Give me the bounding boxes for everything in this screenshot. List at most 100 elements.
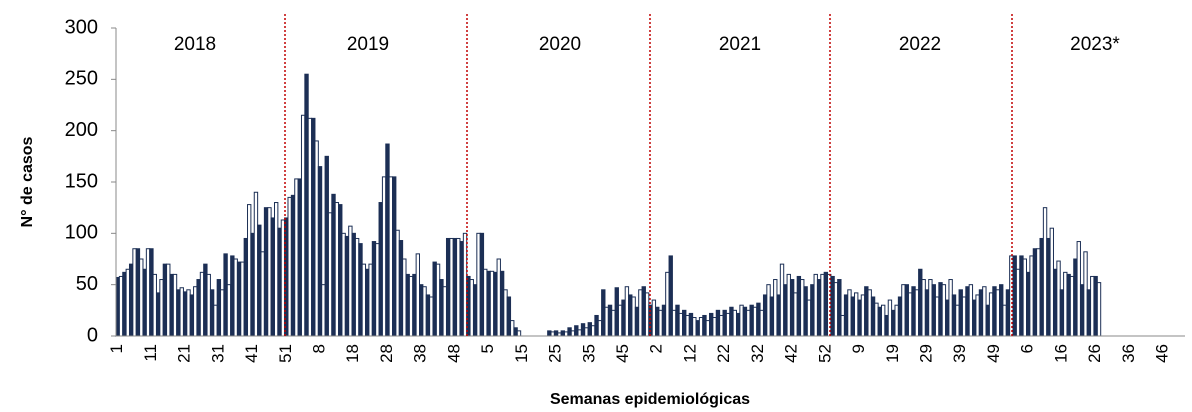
bar [280, 219, 286, 337]
bar [1005, 289, 1011, 337]
year-label: 2019 [347, 34, 389, 55]
bar [644, 292, 650, 337]
bar [472, 284, 478, 337]
bar [752, 306, 758, 337]
bar [304, 73, 309, 337]
bar [223, 253, 228, 337]
bar [1069, 275, 1075, 337]
bar [125, 268, 130, 337]
x-tick-label: 29 [917, 344, 936, 363]
bar [982, 286, 987, 337]
bar [685, 314, 690, 337]
y-axis-title: N° de casos [19, 136, 36, 227]
bar [709, 312, 714, 337]
bar [553, 330, 559, 337]
bar [773, 279, 778, 337]
bar [405, 273, 410, 337]
bar [668, 255, 673, 337]
bar [152, 273, 157, 337]
x-tick-label: 28 [377, 344, 396, 363]
x-tick-label: 46 [1153, 344, 1172, 363]
bar [159, 279, 164, 337]
bar [236, 261, 242, 337]
bar [911, 286, 916, 337]
bar [661, 304, 667, 337]
bar [843, 294, 849, 337]
x-tick-label: 38 [411, 344, 430, 363]
bar [118, 275, 124, 337]
bar [928, 279, 933, 337]
x-tick-label: 15 [512, 344, 531, 363]
bar [854, 292, 859, 337]
bar [368, 263, 373, 337]
bar [607, 304, 613, 337]
y-tick-label: 300 [65, 16, 98, 38]
bar [837, 279, 842, 337]
bar [273, 202, 279, 337]
bar [267, 207, 272, 337]
bar [924, 289, 930, 337]
bar [955, 304, 960, 337]
bar [250, 232, 255, 337]
bar [243, 237, 249, 337]
bar [361, 263, 367, 337]
bar [1046, 237, 1051, 337]
bar [823, 271, 829, 337]
bar [213, 304, 218, 337]
bar [766, 284, 771, 337]
bar [931, 284, 936, 337]
bar [166, 263, 171, 337]
bar [439, 279, 444, 337]
bar [692, 317, 697, 337]
y-tick-label: 250 [65, 68, 98, 90]
bar [462, 232, 468, 337]
bar [132, 248, 137, 337]
bar [577, 329, 582, 337]
bar [634, 306, 640, 337]
bar [483, 268, 488, 337]
bar [877, 306, 882, 337]
bar [503, 289, 508, 337]
x-tick-label: 32 [748, 344, 767, 363]
bar [580, 323, 586, 337]
bar [830, 275, 835, 337]
bar [897, 296, 903, 337]
bar [816, 279, 822, 337]
bar [1059, 289, 1065, 337]
y-tick-label: 150 [65, 170, 98, 192]
bar [584, 327, 589, 337]
bar [331, 193, 336, 337]
bar [999, 284, 1004, 337]
bar [327, 212, 333, 337]
bar [803, 286, 808, 337]
bar [567, 327, 572, 337]
bar [735, 312, 741, 337]
bar [560, 330, 566, 337]
bar [176, 289, 181, 337]
bar [958, 289, 963, 337]
bar [145, 248, 151, 337]
bar [479, 232, 485, 337]
bar [1032, 248, 1038, 337]
bar [547, 330, 552, 337]
year-label: 2018 [174, 34, 216, 55]
bar [604, 306, 609, 337]
y-tick-label: 50 [76, 273, 98, 295]
bar [358, 243, 363, 337]
bar [1002, 304, 1007, 337]
x-tick-label: 36 [1119, 344, 1138, 363]
bar [988, 292, 994, 337]
bar [486, 270, 491, 337]
bar [499, 270, 505, 337]
bar [918, 268, 923, 337]
bar [445, 237, 451, 337]
bar [257, 224, 262, 337]
bar [621, 299, 626, 337]
bar [469, 279, 474, 337]
bar [513, 327, 518, 337]
bar [351, 232, 356, 337]
bar [992, 286, 997, 337]
bar [705, 320, 711, 337]
bar [317, 166, 323, 337]
bar [263, 207, 269, 337]
